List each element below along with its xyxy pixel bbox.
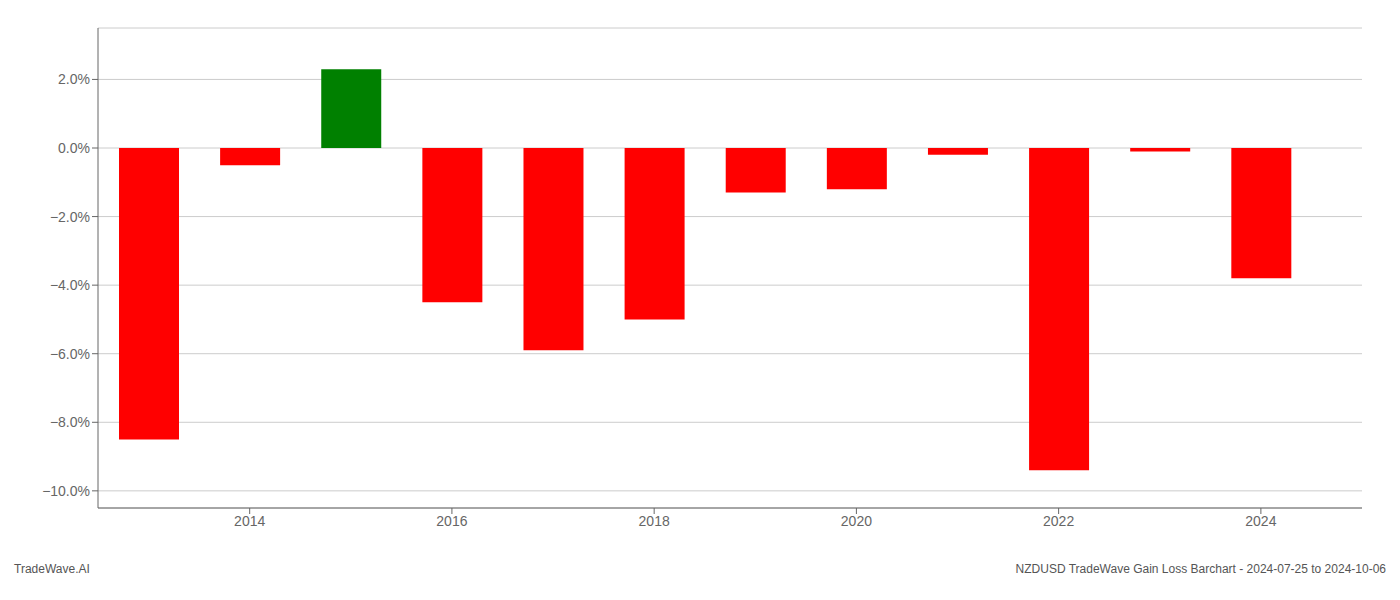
svg-text:2.0%: 2.0%	[58, 71, 90, 87]
svg-text:−2.0%: −2.0%	[50, 209, 90, 225]
svg-text:0.0%: 0.0%	[58, 140, 90, 156]
svg-text:−4.0%: −4.0%	[50, 277, 90, 293]
html-text:NZDUSD TradeWave Gain Loss Bar: NZDUSD TradeWave Gain Loss Barchart - 20…	[1015, 562, 1386, 576]
svg-text:2014: 2014	[234, 513, 265, 529]
svg-text:−10.0%: −10.0%	[42, 483, 90, 499]
svg-text:2022: 2022	[1043, 513, 1074, 529]
svg-text:2016: 2016	[436, 513, 467, 529]
html-text:TradeWave.AI: TradeWave.AI	[14, 562, 90, 576]
svg-text:−8.0%: −8.0%	[50, 414, 90, 430]
svg-text:2018: 2018	[639, 513, 670, 529]
svg-text:2024: 2024	[1245, 513, 1276, 529]
svg-text:−6.0%: −6.0%	[50, 346, 90, 362]
svg-text:2020: 2020	[841, 513, 872, 529]
